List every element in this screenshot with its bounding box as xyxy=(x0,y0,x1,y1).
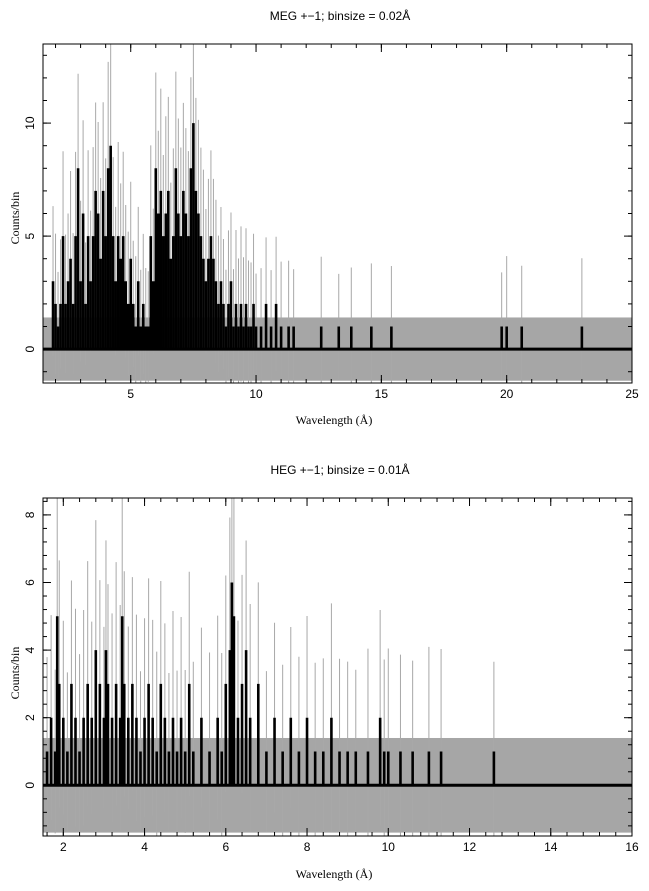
heg-panel: HEG +−1; binsize = 0.01Å Wavelength (Å) … xyxy=(8,462,639,881)
heg-ytick-label: 0 xyxy=(23,782,37,789)
meg-ytick-label: 10 xyxy=(23,116,37,130)
heg-xtick-label: 6 xyxy=(222,840,229,854)
heg-xtick-label: 8 xyxy=(304,840,311,854)
meg-xlabel: Wavelength (Å) xyxy=(296,413,373,427)
heg-ytick-label: 4 xyxy=(23,646,37,653)
heg-xtick-label: 12 xyxy=(463,840,477,854)
meg-xtick-label: 20 xyxy=(500,387,514,401)
meg-xtick-label: 5 xyxy=(127,387,134,401)
meg-title: MEG +−1; binsize = 0.02Å xyxy=(270,8,410,23)
heg-xlabel: Wavelength (Å) xyxy=(296,867,373,881)
heg-xtick-label: 10 xyxy=(382,840,396,854)
heg-ytick-label: 6 xyxy=(23,579,37,586)
meg-xtick-label: 10 xyxy=(249,387,263,401)
meg-panel: MEG +−1; binsize = 0.02Å Wavelength (Å) … xyxy=(8,8,639,427)
heg-ytick-label: 8 xyxy=(23,511,37,518)
heg-xtick-label: 4 xyxy=(141,840,148,854)
heg-xtick-label: 2 xyxy=(60,840,67,854)
heg-ytick-label: 2 xyxy=(23,714,37,721)
meg-xtick-label: 15 xyxy=(375,387,389,401)
heg-ylabel: Counts/bin xyxy=(8,647,22,700)
heg-xtick-label: 14 xyxy=(544,840,558,854)
meg-ytick-label: 5 xyxy=(23,232,37,239)
meg-xtick-label: 25 xyxy=(625,387,639,401)
meg-ytick-label: 0 xyxy=(23,345,37,352)
heg-xtick-label: 16 xyxy=(625,840,639,854)
heg-plot-frame xyxy=(42,497,633,837)
meg-ylabel: Counts/bin xyxy=(8,192,22,245)
heg-title: HEG +−1; binsize = 0.01Å xyxy=(270,462,409,477)
